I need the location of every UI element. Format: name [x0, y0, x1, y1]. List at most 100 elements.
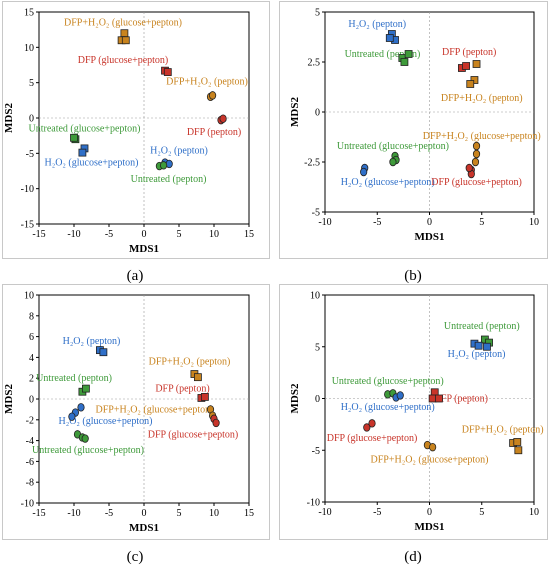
y-tick-label: -15 — [21, 220, 34, 231]
y-tick-label: -5 — [312, 446, 320, 457]
scatter-plot-a: -15 -10 -5 0 5 10 15 -15 -10 -5 0 5 10 15 MDS1 MDS2 DFP+… — [3, 8, 254, 256]
group-label: Untreated (glucose+pepton) — [332, 376, 444, 387]
data-point-square — [193, 373, 202, 382]
plot-area: -10 -5 0 5 10 -10 -5 0 5 10 MDS1 MDS2 Untreated (pep… — [289, 291, 544, 534]
y-tick-label: 0 — [29, 114, 34, 125]
x-tick-label: -5 — [373, 507, 381, 518]
y-tick-label: 0 — [315, 108, 320, 119]
data-point-circle — [471, 157, 480, 167]
group-label: Untreated (glucose+pepton) — [337, 141, 449, 152]
data-point-square — [404, 50, 413, 58]
x-tick-label: 15 — [244, 508, 254, 519]
y-tick-label: -8 — [26, 478, 34, 489]
group-label: Untreated (pepton) — [131, 174, 207, 185]
y-tick-label: 10 — [24, 43, 34, 54]
y-tick-label: -10 — [21, 184, 34, 195]
data-point-square — [483, 342, 491, 351]
caption-c: (c) — [126, 549, 144, 565]
y-tick-label: -5 — [26, 149, 34, 160]
y-tick-label: -5 — [312, 208, 320, 219]
data-point-square — [121, 36, 130, 45]
data-point-circle — [68, 412, 76, 421]
data-point-circle — [472, 141, 481, 151]
group-label: H₂O₂ (pepton) — [150, 146, 208, 157]
y-tick-label: -10 — [307, 498, 320, 509]
group-label: H₂O₂ (pepton) — [348, 19, 406, 30]
x-axis-label: MDS1 — [129, 522, 159, 534]
panel-b: -10 -5 0 5 10 -5 -2.5 0 2.5 5 MDS1 MDS2 H₂O₂ (pepton… — [279, 1, 548, 259]
x-tick-label: 5 — [479, 507, 484, 518]
data-point-square — [120, 29, 129, 38]
data-point-circle — [81, 434, 89, 443]
data-point-square — [385, 34, 394, 42]
group-label: DFP (pepton) — [187, 127, 241, 138]
x-tick-label: 0 — [427, 507, 432, 518]
data-point-circle — [465, 163, 473, 173]
data-point-circle — [429, 442, 437, 452]
data-point-square — [435, 394, 443, 403]
y-tick-label: 2 — [29, 374, 34, 385]
data-point-circle — [209, 91, 217, 100]
group-label: DFP+H₂O₂ (pepton) — [166, 76, 248, 87]
data-point-circle — [389, 157, 397, 167]
y-tick-label: 10 — [310, 291, 320, 302]
x-tick-label: -15 — [32, 229, 45, 240]
data-point-square — [513, 438, 522, 446]
y-axis-label: MDS2 — [3, 384, 15, 414]
panel-c: -15 -10 -5 0 5 10 15 -10 -8 -6 -4 -2 0 2 4 6 8 10 MDS1 MDS2… — [2, 284, 270, 540]
x-tick-label: 10 — [529, 507, 539, 518]
y-axis-label: MDS2 — [289, 383, 301, 413]
x-tick-label: -15 — [32, 508, 45, 519]
caption-a: (a) — [126, 268, 144, 284]
group-label: DFP+H₂O₂ (pepton) — [149, 357, 231, 368]
y-tick-label: 0 — [29, 395, 34, 406]
y-tick-label: 6 — [29, 332, 34, 343]
data-point-circle — [363, 423, 371, 432]
data-point-square — [200, 393, 209, 401]
data-point-square — [70, 133, 78, 142]
x-tick-label: -10 — [67, 229, 80, 240]
group-label: Untreated (pepton) — [444, 321, 520, 332]
x-axis-label: MDS1 — [415, 231, 445, 243]
plot-area: -15 -10 -5 0 5 10 15-10-8-6-4-20246810MDS1MDS2… — [3, 291, 254, 535]
y-tick-label: -4 — [26, 436, 34, 447]
y-axis-label: MDS2 — [3, 103, 15, 133]
y-tick-label: 8 — [29, 311, 34, 322]
data-point-square — [466, 80, 475, 88]
caption-d: (d) — [404, 549, 422, 565]
data-point-square — [470, 76, 479, 84]
data-point-circle — [219, 114, 227, 123]
group-label: DFP+H₂O₂ (glucose+pepton) — [96, 404, 214, 415]
y-tick-label: 5 — [315, 342, 320, 353]
y-tick-label: -6 — [26, 457, 34, 468]
group-label: H₂O₂ (glucose+pepton) — [59, 416, 153, 427]
x-tick-label: 0 — [142, 229, 147, 240]
y-tick-label: 15 — [24, 8, 34, 19]
y-tick-label: 4 — [29, 353, 34, 364]
group-label: H₂O₂ (glucose+pepton) — [45, 158, 139, 169]
x-tick-label: 10 — [529, 217, 539, 228]
x-tick-label: 15 — [244, 229, 254, 240]
plot-area: -15 -10 -5 0 5 10 15 -15 -10 -5 0 5 10 15 MDS1 MDS2 DFP+… — [3, 8, 254, 256]
x-tick-label: 0 — [427, 217, 432, 228]
data-point-circle — [212, 418, 220, 428]
group-label: H₂O₂ (pepton) — [448, 349, 506, 360]
scatter-plot-c: -15 -10 -5 0 5 10 15-10-8-6-4-20246810MDS1MDS2… — [3, 291, 254, 535]
x-tick-label: 0 — [142, 508, 147, 519]
group-label: Untreated (glucose+pepton) — [32, 445, 144, 456]
data-point-circle — [160, 161, 168, 170]
x-tick-label: 5 — [479, 217, 484, 228]
x-tick-label: 10 — [209, 508, 219, 519]
group-label: DFP (glucose+pepton) — [431, 177, 522, 188]
data-point-circle — [77, 403, 85, 412]
x-tick-label: 5 — [177, 229, 182, 240]
y-tick-label: 2.5 — [308, 58, 321, 69]
data-point-square — [82, 384, 90, 393]
data-point-square — [474, 341, 483, 350]
x-tick-label: -10 — [318, 217, 331, 228]
data-point-circle — [472, 149, 481, 159]
y-tick-label: -2.5 — [304, 158, 320, 169]
x-tick-label: 10 — [209, 229, 219, 240]
group-label: DFP+H₂O₂ (glucose+pepton) — [371, 455, 489, 466]
x-tick-label: 5 — [177, 508, 182, 519]
